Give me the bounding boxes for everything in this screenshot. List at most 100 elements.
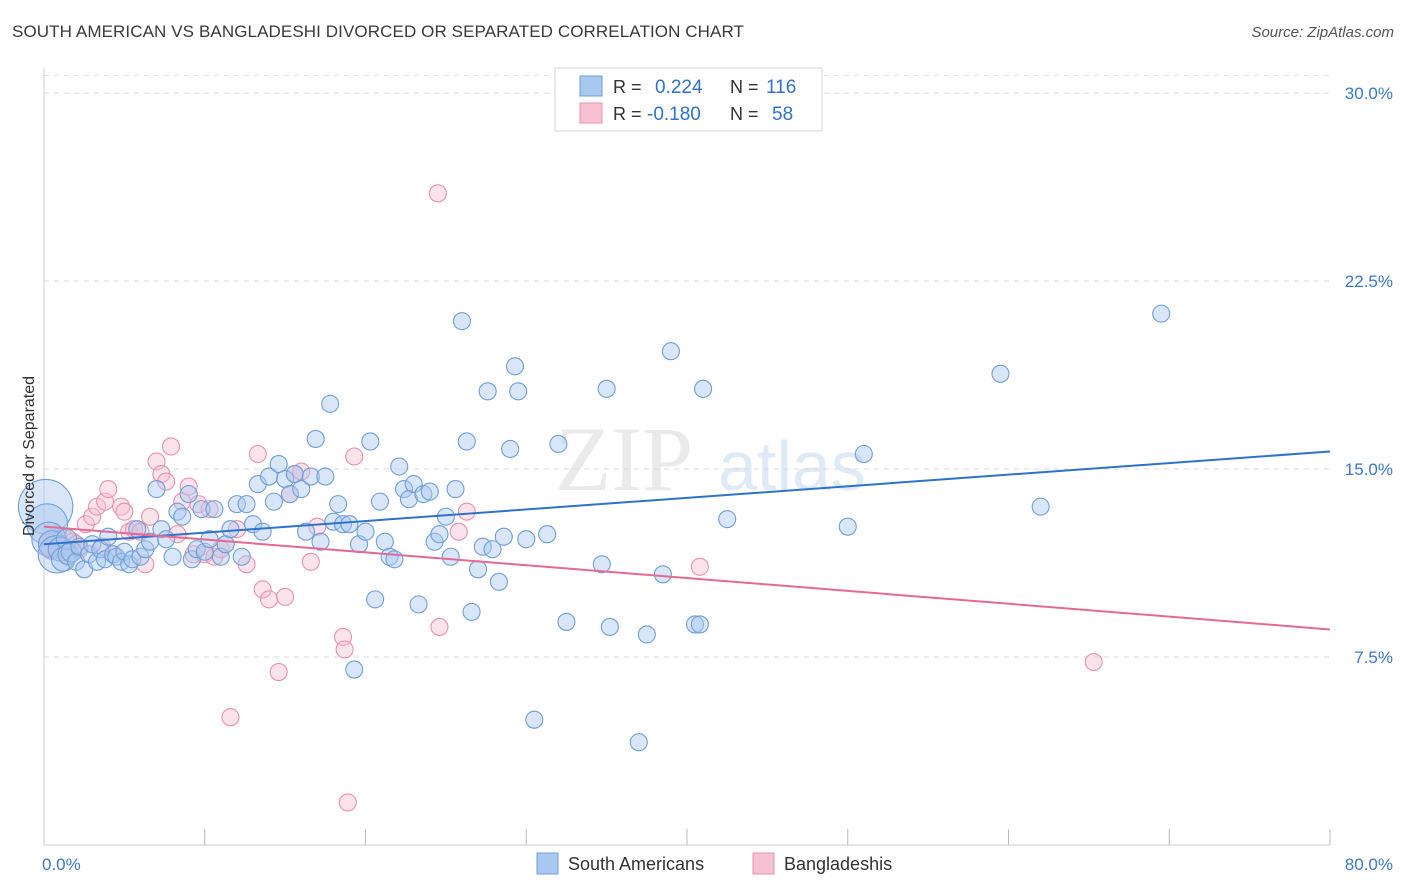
bangladeshi-point [301,552,320,571]
south-american-point [152,520,171,539]
south-american-point [395,480,414,499]
bangladeshi-point [428,184,447,203]
south-american-point [173,507,192,526]
south-american-point [637,625,656,644]
south-american-point [629,733,648,752]
bangladeshi-point [338,793,357,812]
south-american-point [478,382,497,401]
south-american-point [661,342,680,361]
bangladeshi-point [276,587,295,606]
south-american-point [468,560,488,579]
stats-n-label-south: N = [730,77,759,97]
gridlines [44,75,1330,658]
south-american-point [685,615,705,634]
south-american-point [285,464,304,484]
watermark-zip: ZIP [555,408,693,510]
south-american-point [854,444,873,464]
stats-r-label-bangla: R = [613,104,642,124]
bangladeshis-trend-line [43,525,1331,631]
south-american-point [457,432,476,451]
south-american-point [329,495,348,514]
y-axis-title: Divorced or Separated [21,376,38,536]
south-american-point [690,615,709,634]
legend-label-bangla[interactable]: Bangladeshis [784,854,892,874]
south-american-point [838,517,857,536]
south-american-point [316,467,335,486]
stats-r-value-south: 0.224 [655,77,703,98]
bangladeshi-point [161,437,181,456]
south-american-point [301,467,320,486]
south-american-point [538,525,557,544]
x-tick-label-max: 80.0% [1345,855,1393,874]
south-american-point [509,382,528,401]
south-american-point [462,602,481,621]
south-american-point [192,500,211,519]
south-american-point [370,492,390,511]
legend-swatch-south[interactable] [536,852,559,875]
south-american-point [340,515,359,534]
y-tick-label: 30.0% [1345,84,1393,103]
south-american-point [356,522,375,541]
south-americans-points [17,304,1171,752]
stats-swatch-bangla [579,102,603,124]
legend-label-south[interactable]: South Americans [568,854,704,874]
south-american-point [1031,497,1050,516]
y-tick-label: 22.5% [1345,272,1393,291]
bangladeshi-point [131,522,150,541]
south-american-point [404,475,423,494]
south-american-point [163,547,182,566]
bangladeshi-point [449,522,468,541]
south-american-point [489,572,508,591]
south-american-point [237,495,256,514]
south-american-point [375,532,394,551]
bangladeshi-point [115,502,134,521]
bangladeshi-point [248,444,267,464]
south-american-point [345,660,364,679]
south-american-point [430,525,449,544]
south-american-point [311,532,330,551]
south-american-point [157,530,176,549]
bangladeshi-point [457,502,476,521]
south-american-point [269,454,288,474]
south-american-point [306,429,325,449]
south-american-point [441,547,460,566]
bangladeshi-point [99,480,118,499]
watermark-atlas: atlas [718,427,866,505]
south-american-point [557,612,576,631]
stats-n-value-bangla: 58 [772,104,793,125]
bangladeshi-point [269,663,288,682]
south-american-point [501,439,520,459]
south-american-point [991,364,1010,383]
south-american-point [1152,304,1171,323]
bangladeshi-point [76,515,95,534]
south-american-point [549,434,568,454]
bangladeshis-points [38,184,1103,812]
south-american-point [205,500,224,519]
south-american-point [216,535,235,554]
bangladeshi-point [253,580,272,599]
stats-n-label-bangla: N = [730,104,759,124]
south-american-point [50,546,76,572]
south-american-point [390,457,409,476]
x-axis-ticks [204,829,1331,845]
south-american-point [409,595,428,614]
y-axis-tick-labels: 7.5% 15.0% 22.5% 30.0% [1345,84,1393,667]
south-american-point [694,379,713,398]
y-tick-label: 15.0% [1345,460,1393,479]
x-tick-label-min: 0.0% [42,855,81,874]
south-american-point [280,485,299,504]
south-american-point [227,495,246,514]
south-american-point [321,394,340,413]
south-american-point [292,480,311,499]
south-american-point [17,478,74,535]
south-american-point [232,547,251,566]
south-american-point [420,482,439,501]
legend-swatch-bangla[interactable] [752,852,775,875]
y-tick-label: 7.5% [1354,648,1393,667]
south-american-point [264,492,283,511]
series-legend: South Americans Bangladeshis [536,852,892,875]
bangladeshi-point [345,447,364,466]
bangladeshi-point [690,557,709,576]
south-american-point [168,502,187,521]
south-american-point [296,522,316,541]
